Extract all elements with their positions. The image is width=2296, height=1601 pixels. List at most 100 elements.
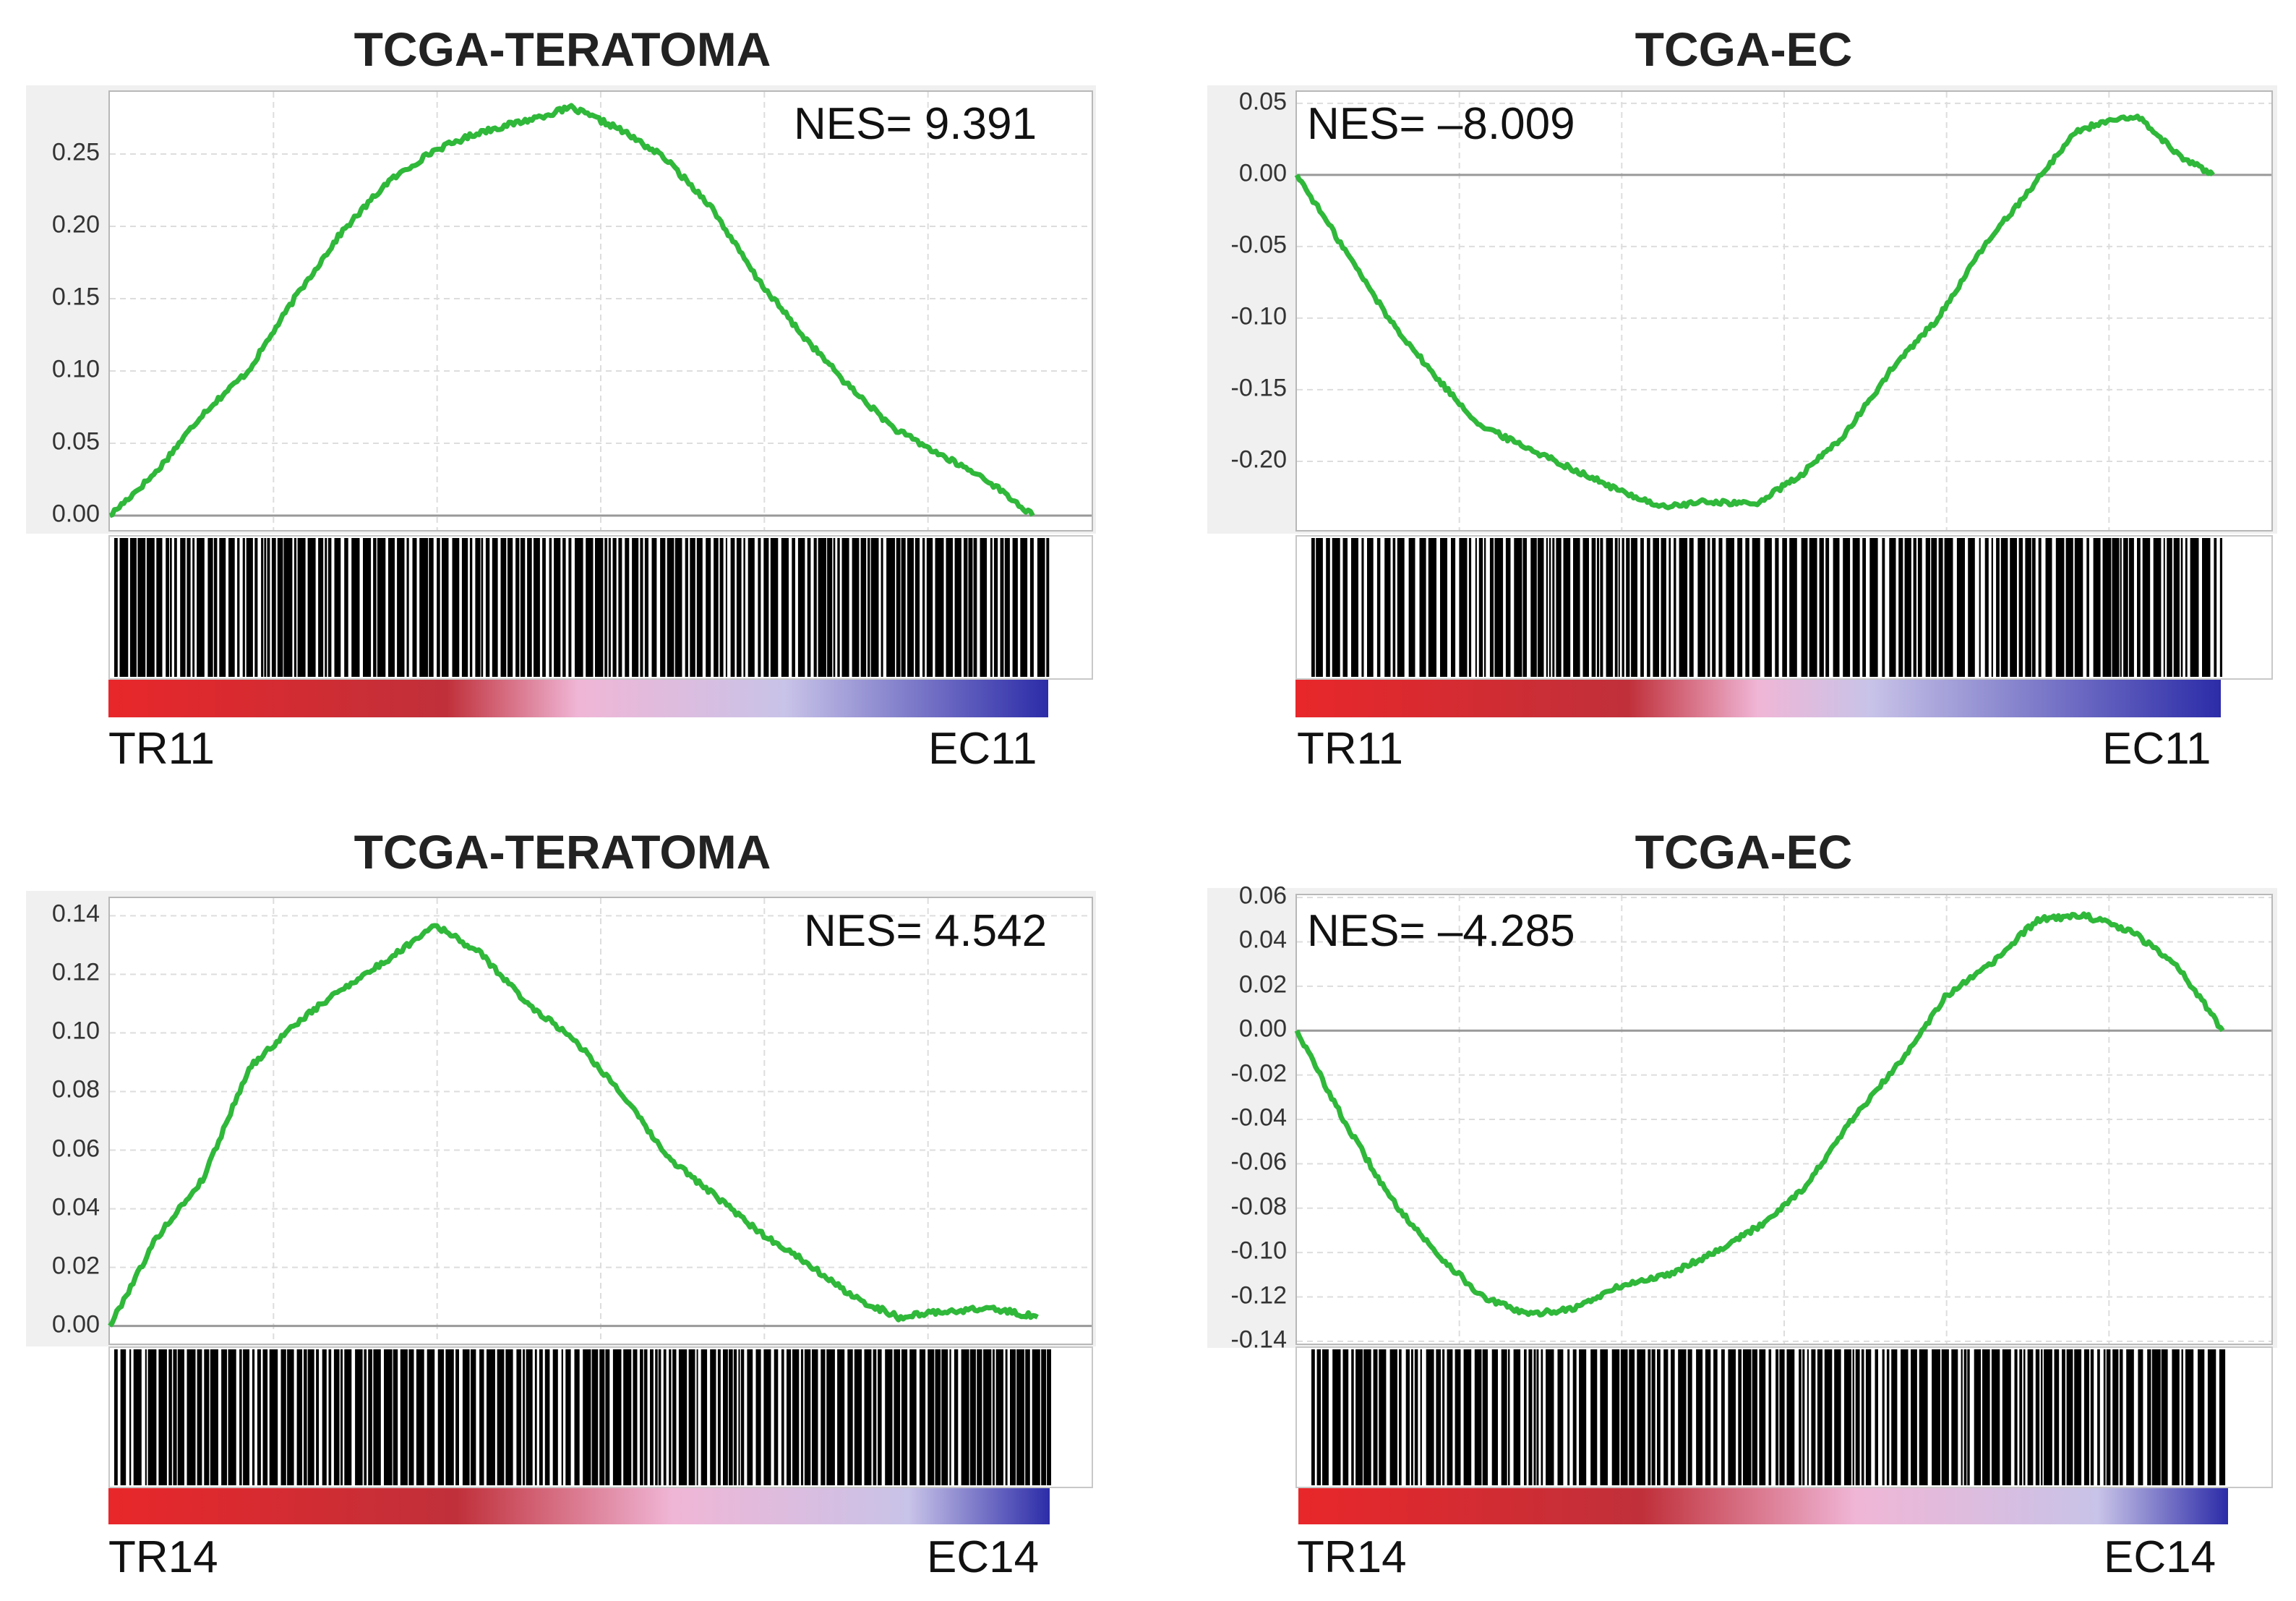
hit-line (1475, 538, 1477, 677)
hit-line (1705, 1349, 1711, 1485)
hit-line (833, 538, 836, 677)
hit-line (813, 538, 817, 677)
hit-line (1833, 538, 1840, 677)
hit-line (2083, 1349, 2089, 1485)
hit-line (860, 538, 867, 677)
hit-line (412, 538, 417, 677)
hit-line (146, 538, 155, 677)
y-tick-label: -0.06 (1230, 1148, 1288, 1176)
hit-line (170, 538, 172, 677)
hit-line (1311, 538, 1315, 677)
nes-annotation: NES= –8.009 (1307, 99, 1575, 149)
hit-line (1513, 1349, 1521, 1485)
hit-line (1811, 1349, 1816, 1485)
hit-line (1522, 538, 1527, 677)
hit-line (271, 538, 276, 677)
hit-line (2219, 1349, 2226, 1485)
hit-line (1904, 538, 1911, 677)
hit-line (565, 1349, 571, 1485)
y-tick-label: -0.10 (1230, 1237, 1288, 1265)
hit-line (145, 1349, 147, 1485)
hit-line (129, 1349, 132, 1485)
hit-line (1436, 1349, 1442, 1485)
hit-line (1016, 1349, 1024, 1485)
hit-line (2172, 1349, 2180, 1485)
left-phenotype-label: TR14 (108, 1532, 218, 1582)
hit-line (2185, 538, 2188, 677)
hit-line (1679, 538, 1688, 677)
hit-line (1752, 1349, 1757, 1485)
hit-line (368, 1349, 372, 1485)
hit-line (2120, 1349, 2123, 1485)
hit-line (667, 538, 674, 677)
hit-line (770, 538, 779, 677)
hit-line (2054, 1349, 2060, 1485)
hit-line (1898, 538, 1903, 677)
hit-line (690, 538, 695, 677)
y-tick-label: -0.15 (1230, 374, 1288, 402)
y-tick-label: 0.05 (1238, 87, 1287, 116)
hit-line (1546, 538, 1548, 677)
hit-marker-bar (108, 1346, 1093, 1488)
hit-line (1961, 1349, 1963, 1485)
hit-line (1775, 538, 1779, 677)
hit-line (2025, 538, 2031, 677)
hit-line (296, 1349, 303, 1485)
plot-area (1294, 894, 2273, 1345)
hit-line (1332, 1349, 1341, 1485)
hit-line (1440, 538, 1447, 677)
hit-line (873, 1349, 877, 1485)
hit-line (733, 1349, 737, 1485)
enrichment-score-curve (108, 923, 1039, 1328)
hit-line (1817, 1349, 1822, 1485)
right-phenotype-label: EC14 (2104, 1532, 2216, 1582)
hit-lines-svg (1311, 1349, 2226, 1485)
hit-line (1408, 538, 1415, 677)
hit-line (1979, 538, 1981, 677)
hit-line (1825, 538, 1830, 677)
hit-line (526, 1349, 533, 1485)
hit-line (204, 1349, 210, 1485)
hit-line (351, 538, 360, 677)
hit-line (719, 538, 724, 677)
hit-line (990, 538, 993, 677)
hit-line (1572, 1349, 1577, 1485)
hit-line (935, 538, 944, 677)
hit-line (1567, 1349, 1570, 1485)
hit-line (1782, 538, 1787, 677)
hit-line (763, 1349, 771, 1485)
hit-line (706, 538, 711, 677)
hit-line (1661, 538, 1666, 677)
y-tick-label: -0.14 (1230, 1325, 1288, 1354)
hit-line (1546, 1349, 1554, 1485)
y-tick-label: 0.00 (1238, 159, 1287, 187)
hit-line (475, 538, 481, 677)
plot-svg (1294, 895, 2271, 1344)
hit-line (1631, 538, 1637, 677)
hit-line (120, 1349, 127, 1485)
hit-line (1968, 538, 1975, 677)
hit-line (935, 1349, 941, 1485)
hit-line (544, 1349, 550, 1485)
hit-line (507, 538, 513, 677)
right-phenotype-label: EC11 (928, 724, 1037, 774)
hit-line (1651, 1349, 1655, 1485)
hit-line (2018, 538, 2023, 677)
y-tick-label: 0.06 (51, 1135, 100, 1163)
hit-line (977, 1349, 982, 1485)
hit-line (219, 538, 226, 677)
hit-line (1984, 538, 1989, 677)
hit-line (1478, 538, 1483, 677)
hit-line (1674, 538, 1676, 677)
hit-line (660, 538, 666, 677)
hit-line (1611, 1349, 1620, 1485)
hit-line (1606, 538, 1614, 677)
hit-line (427, 1349, 435, 1485)
hit-line (1322, 1349, 1329, 1485)
hit-line (961, 1349, 969, 1485)
hit-line (1657, 1349, 1661, 1485)
y-tick-label: 0.25 (51, 138, 100, 166)
hit-line (1046, 538, 1050, 677)
hit-line (1536, 1349, 1539, 1485)
hit-line (1678, 1349, 1687, 1485)
